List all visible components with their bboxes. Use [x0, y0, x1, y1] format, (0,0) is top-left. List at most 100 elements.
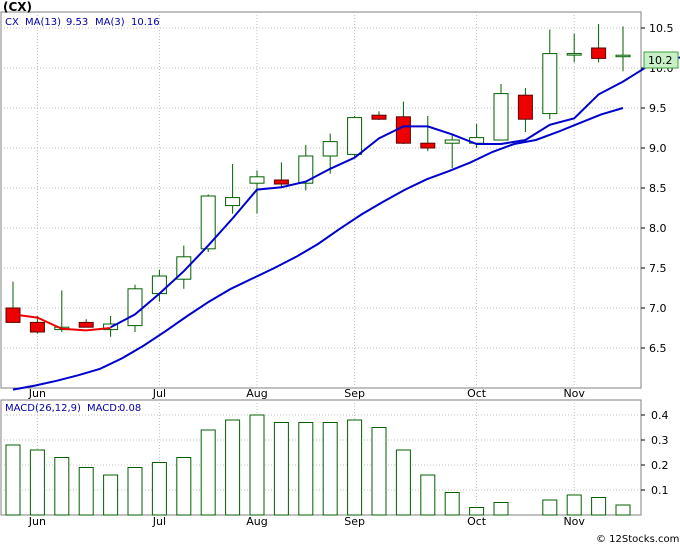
- ma3-line-red: [12, 313, 111, 332]
- candle-body-up: [225, 197, 241, 207]
- macd-bar: [273, 422, 289, 516]
- macd-bar: [103, 474, 119, 516]
- candle-body-down: [591, 47, 607, 59]
- price-y-tick-label: 7.5: [649, 262, 667, 275]
- macd-bar: [127, 467, 143, 516]
- candle-body-up: [249, 176, 265, 184]
- macd-bar: [566, 494, 582, 516]
- macd-bar: [78, 467, 94, 516]
- ma13-line-layer: [12, 107, 624, 391]
- macd-x-axis: Jun Jul Aug Sep Oct Nov: [28, 515, 586, 528]
- candle-body-down: [371, 114, 387, 120]
- macd-legend-value-label: MACD:: [87, 403, 120, 414]
- candle: [517, 88, 533, 132]
- candle-body-down: [395, 116, 411, 144]
- price-x-tick-label: Aug: [246, 387, 267, 400]
- ma13-line: [12, 107, 624, 391]
- macd-bar: [615, 504, 631, 516]
- price-legend: CX MA(13) 9.53 MA(3) 10.16: [5, 17, 160, 28]
- macd-bar: [493, 502, 509, 516]
- candle-body-up: [615, 54, 631, 58]
- macd-x-tick-label: Aug: [246, 515, 267, 528]
- macd-x-tick-label: Jul: [152, 515, 166, 528]
- candle-body-down: [517, 94, 533, 120]
- candle-body-up: [127, 288, 143, 327]
- price-y-tick-label: 7.0: [649, 302, 667, 315]
- macd-bar: [322, 422, 338, 516]
- candle: [249, 170, 265, 214]
- candle: [591, 24, 607, 63]
- macd-bar: [371, 427, 387, 516]
- macd-legend: MACD(26,12,9) MACD: 0.08: [5, 403, 141, 414]
- price-y-tick-label: 6.5: [649, 342, 667, 355]
- candlesticks-layer: [5, 24, 631, 337]
- candle-body-down: [78, 321, 94, 328]
- candle-body-up: [298, 155, 314, 184]
- macd-x-tick-label: Jun: [28, 515, 46, 528]
- candle: [29, 316, 45, 334]
- candle-body-up: [322, 141, 338, 157]
- candle: [615, 26, 631, 72]
- ma3-line-blue: [110, 56, 680, 329]
- legend-ma3-value: 10.16: [131, 17, 160, 28]
- macd-bar: [225, 419, 241, 516]
- ma3-line-layer: [12, 56, 680, 332]
- price-y-tick-label: 9.0: [649, 142, 667, 155]
- candle: [371, 111, 387, 120]
- macd-y-tick-label: 0.1: [651, 484, 669, 497]
- macd-panel-frame: [0, 399, 642, 516]
- macd-x-tick-label: Nov: [563, 515, 585, 528]
- macd-bar: [298, 422, 314, 516]
- candle: [566, 33, 582, 63]
- price-x-tick-label: Jun: [28, 387, 46, 400]
- credit-text: © 12Stocks.com: [596, 534, 679, 545]
- price-y-tick-label: 9.5: [649, 102, 667, 115]
- legend-symbol: CX: [5, 17, 19, 28]
- price-x-tick-label: Nov: [563, 387, 585, 400]
- macd-bars-layer: [5, 414, 631, 516]
- candle-body-up: [200, 195, 216, 250]
- price-x-tick-label: Oct: [467, 387, 487, 400]
- macd-bar: [347, 419, 363, 516]
- candle: [444, 135, 460, 168]
- macd-bar: [200, 429, 216, 516]
- candle-body-down: [273, 179, 289, 185]
- candle-body-up: [347, 117, 363, 155]
- macd-bar: [54, 457, 70, 516]
- macd-x-tick-label: Sep: [344, 515, 365, 528]
- macd-y-tick-label: 0.4: [651, 409, 669, 422]
- candle-body-down: [29, 321, 45, 333]
- candle: [298, 144, 314, 191]
- macd-bar: [249, 414, 265, 516]
- last-price-badge: 10.2: [643, 51, 679, 69]
- candle-body-up: [566, 53, 582, 56]
- macd-bar: [542, 499, 558, 516]
- candle-body-up: [151, 275, 167, 295]
- candle: [420, 116, 436, 152]
- legend-ma13-value: 9.53: [66, 17, 88, 28]
- macd-bar: [469, 507, 485, 516]
- candle: [347, 116, 363, 158]
- price-x-axis: Jun Jul Aug Sep Oct Nov: [28, 387, 586, 400]
- price-panel-frame: [0, 11, 642, 389]
- candle: [493, 84, 509, 141]
- macd-bar: [5, 444, 21, 516]
- macd-bar: [29, 449, 45, 516]
- candle: [322, 133, 338, 174]
- macd-bar: [420, 474, 436, 516]
- price-y-tick-label: 10.5: [649, 22, 674, 35]
- macd-bar: [176, 457, 192, 516]
- candle: [78, 319, 94, 328]
- candle-body-up: [493, 93, 509, 141]
- candle-body-up: [444, 139, 460, 144]
- candle: [200, 194, 216, 252]
- macd-bar: [395, 449, 411, 516]
- macd-y-tick-label: 0.2: [651, 459, 669, 472]
- macd-legend-value: 0.08: [119, 403, 141, 414]
- legend-ma3-label: MA(3): [95, 17, 125, 28]
- macd-y-axis: 0.1 0.2 0.3 0.4: [641, 409, 669, 497]
- macd-bar: [444, 492, 460, 516]
- candle-body-up: [542, 53, 558, 115]
